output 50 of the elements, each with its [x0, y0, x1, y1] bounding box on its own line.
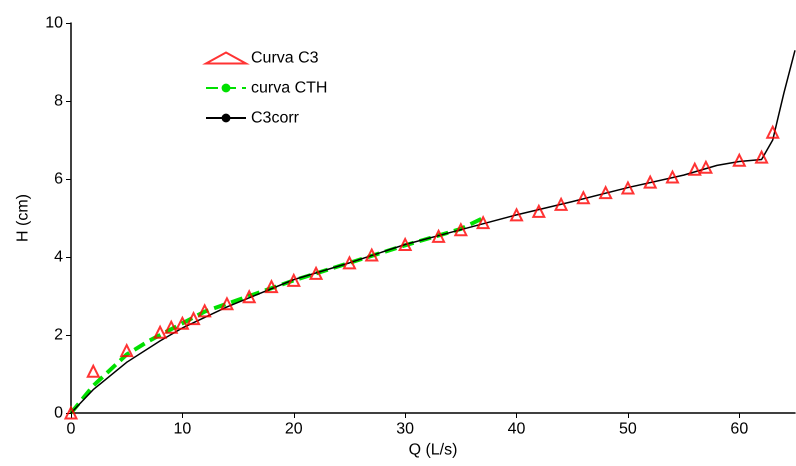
legend-label: Curva C3	[251, 50, 319, 66]
x-tick-label: 0	[66, 420, 76, 438]
point	[187, 312, 200, 326]
point	[766, 126, 780, 139]
point	[666, 170, 679, 184]
point	[264, 280, 278, 294]
x-tick-label: 60	[730, 420, 748, 438]
point	[644, 176, 657, 189]
x-tick-label: 10	[173, 420, 192, 438]
x-tick-label: 50	[619, 420, 637, 438]
point	[576, 191, 590, 204]
point	[342, 256, 356, 270]
y-tick-label: 4	[54, 248, 64, 266]
point	[510, 208, 524, 222]
point	[154, 326, 167, 339]
y-tick-label: 2	[54, 326, 64, 344]
x-tick-label: 20	[284, 420, 303, 438]
point	[242, 290, 256, 304]
legend-label: C3corr	[251, 110, 300, 126]
point	[398, 238, 412, 252]
legend-label: curva CTH	[251, 80, 328, 96]
point	[554, 198, 568, 211]
y-tick-label: 10	[45, 14, 64, 32]
point	[476, 216, 490, 230]
point	[120, 344, 134, 358]
point	[532, 204, 546, 218]
y-axis-title: H (cm)	[14, 194, 32, 242]
x-tick-label: 30	[396, 420, 414, 438]
y-tick-label: 0	[54, 404, 64, 422]
y-tick-label: 6	[54, 170, 64, 188]
point	[621, 181, 634, 194]
y-tick-label: 8	[54, 92, 64, 110]
point	[699, 160, 712, 174]
x-tick-label: 40	[508, 420, 526, 438]
point	[688, 162, 702, 176]
point	[220, 297, 234, 310]
x-axis-title: Q (L/s)	[408, 441, 458, 458]
point	[164, 320, 178, 334]
point	[310, 266, 323, 280]
point	[287, 274, 300, 287]
point	[64, 406, 78, 420]
point	[732, 154, 746, 167]
point	[176, 316, 189, 330]
point	[599, 186, 612, 200]
point	[198, 304, 212, 318]
point	[86, 364, 100, 378]
point	[755, 150, 768, 164]
point	[365, 248, 378, 262]
point	[454, 223, 468, 236]
point	[432, 230, 446, 243]
